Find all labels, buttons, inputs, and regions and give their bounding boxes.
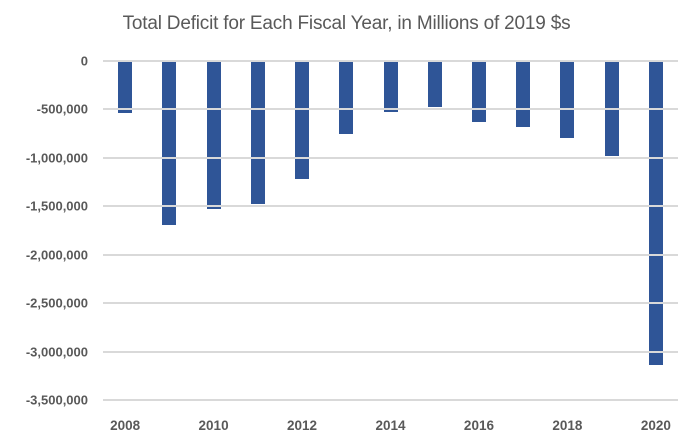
bar-2020 [648, 61, 663, 366]
y-tick-label: -500,000 [36, 101, 88, 117]
y-tick-label: -2,000,000 [25, 247, 88, 263]
bar-2018 [560, 61, 575, 139]
bar-2009 [162, 61, 177, 225]
chart-title: Total Deficit for Each Fiscal Year, in M… [122, 13, 571, 34]
bar-2016 [471, 61, 486, 123]
gridline [103, 156, 678, 159]
x-tick-label: 2010 [198, 418, 229, 433]
y-axis: 0 -500,000 -1,000,000 -1,500,000 -2,000,000 -… [0, 54, 88, 408]
x-tick-label: 2008 [110, 418, 141, 433]
bar-2015 [427, 61, 442, 107]
x-tick-label: 2016 [463, 418, 494, 433]
bar-2012 [295, 61, 310, 180]
bar-2017 [516, 61, 531, 127]
y-tick-label: 0 [80, 53, 88, 69]
gridline [103, 108, 678, 111]
bar-2014 [383, 61, 398, 113]
x-tick-label: 2012 [287, 418, 318, 433]
y-tick-label: -2,500,000 [25, 295, 88, 311]
gridline [103, 399, 678, 401]
bar-2013 [339, 61, 354, 134]
y-tick-label: -3,000,000 [25, 344, 88, 360]
gridline [103, 205, 678, 208]
y-tick-label: -1,000,000 [25, 150, 88, 166]
plot-area [103, 60, 678, 401]
bar-2011 [250, 61, 265, 205]
gridline [103, 302, 678, 305]
x-axis: 2008 2010 2012 2014 2016 2018 2020 [103, 417, 678, 437]
y-tick-label: -1,500,000 [25, 198, 88, 214]
gridline [103, 60, 678, 62]
gridline [103, 253, 678, 256]
bar-2010 [206, 61, 221, 210]
x-tick-label: 2018 [552, 418, 583, 433]
y-tick-label: -3,500,000 [25, 392, 88, 408]
bar-2008 [118, 61, 133, 114]
x-tick-label: 2014 [375, 418, 406, 433]
x-tick-label: 2020 [640, 418, 671, 433]
gridline [103, 350, 678, 353]
